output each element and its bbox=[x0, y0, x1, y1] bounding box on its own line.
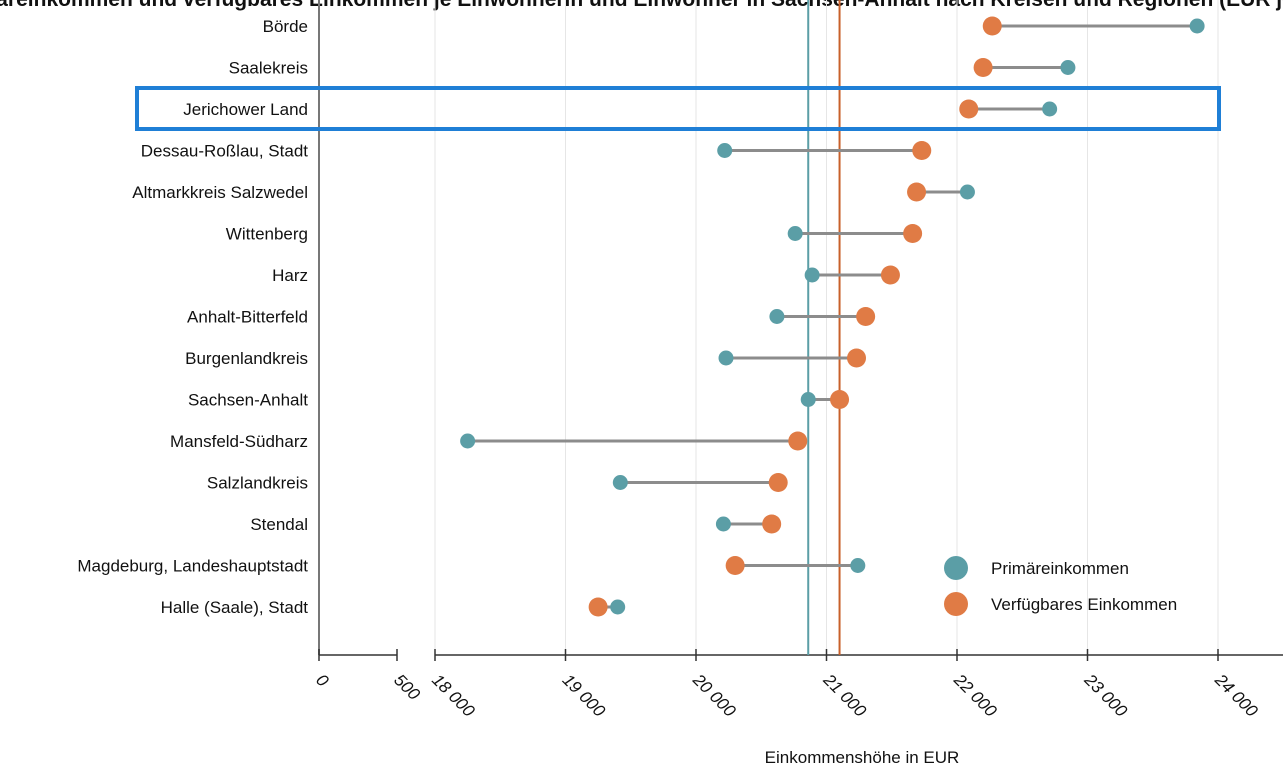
verfuegbares-einkommen-point bbox=[762, 514, 782, 534]
x-tick-labels: 0 500 18 000 19 000 20 000 21 000 22 000 23 000… bbox=[312, 649, 1262, 721]
legend-swatch bbox=[944, 592, 968, 616]
primaereinkommen-point bbox=[718, 350, 734, 366]
primaereinkommen-point bbox=[715, 516, 731, 532]
category-label: Burgenlandkreis bbox=[185, 349, 308, 368]
primaereinkommen-point bbox=[612, 475, 628, 490]
verfuegbares-einkommen-point bbox=[856, 307, 876, 326]
verfuegbares-einkommen-point bbox=[788, 431, 808, 451]
verfuegbares-einkommen-point bbox=[912, 141, 932, 160]
category-label: Wittenberg bbox=[226, 225, 308, 244]
x-tick-label: 22 000 bbox=[949, 670, 1000, 721]
legend-label: Primäreinkommen bbox=[991, 559, 1129, 578]
category-label: Anhalt-Bitterfeld bbox=[187, 308, 308, 327]
category-label: Dessau-Roßlau, Stadt bbox=[141, 142, 309, 161]
category-label: Mansfeld-Südharz bbox=[170, 432, 308, 451]
legend-swatch bbox=[944, 556, 968, 580]
data-points bbox=[460, 16, 1205, 617]
primaereinkommen-point bbox=[1042, 101, 1058, 117]
verfuegbares-einkommen-point bbox=[768, 473, 788, 492]
category-label: Börde bbox=[263, 17, 308, 36]
primaereinkommen-point bbox=[460, 433, 476, 449]
x-tick-label: 24 000 bbox=[1210, 670, 1261, 721]
chart-title: Primäreinkommen und verfügbares Einkomme… bbox=[0, 0, 1283, 11]
x-tick-label: 500 bbox=[390, 670, 424, 704]
x-tick-label: 23 000 bbox=[1080, 670, 1131, 721]
x-axis-title: Einkommenshöhe in EUR bbox=[765, 748, 960, 767]
verfuegbares-einkommen-point bbox=[847, 348, 867, 368]
verfuegbares-einkommen-point bbox=[959, 99, 979, 119]
primaereinkommen-point bbox=[1060, 60, 1076, 75]
category-label: Saalekreis bbox=[229, 59, 308, 78]
legend: Primäreinkommen Verfügbares Einkommen bbox=[944, 556, 1177, 616]
primaereinkommen-point bbox=[787, 226, 803, 241]
primaereinkommen-point bbox=[610, 599, 626, 615]
highlight-layer bbox=[135, 86, 1221, 131]
category-label: Halle (Saale), Stadt bbox=[161, 598, 309, 617]
primaereinkommen-point bbox=[804, 267, 820, 283]
connectors bbox=[467, 24, 1198, 609]
category-label: Jerichower Land bbox=[183, 100, 308, 119]
x-tick-label: 18 000 bbox=[428, 670, 479, 721]
category-label: Harz bbox=[272, 266, 308, 285]
category-label: Magdeburg, Landeshauptstadt bbox=[77, 557, 308, 576]
primaereinkommen-point bbox=[959, 184, 975, 200]
highlight-box bbox=[135, 86, 1221, 131]
primaereinkommen-point bbox=[800, 392, 816, 407]
verfuegbares-einkommen-point bbox=[907, 182, 927, 202]
x-tick-label: 0 bbox=[312, 670, 333, 691]
primaereinkommen-point bbox=[1189, 18, 1205, 34]
primaereinkommen-point bbox=[850, 558, 866, 573]
category-labels: Börde Saalekreis Jerichower Land Dessau-Roß… bbox=[77, 17, 308, 617]
x-tick-label: 19 000 bbox=[559, 670, 610, 721]
verfuegbares-einkommen-point bbox=[830, 390, 850, 409]
verfuegbares-einkommen-point bbox=[903, 224, 923, 243]
verfuegbares-einkommen-point bbox=[880, 265, 900, 285]
axes bbox=[318, 0, 1283, 656]
verfuegbares-einkommen-point bbox=[982, 16, 1002, 36]
primaereinkommen-point bbox=[717, 143, 733, 158]
x-tick-label: 20 000 bbox=[688, 670, 739, 721]
category-label: Salzlandkreis bbox=[207, 474, 308, 493]
primaereinkommen-point bbox=[769, 309, 785, 324]
category-label: Altmarkkreis Salzwedel bbox=[132, 183, 308, 202]
category-label: Stendal bbox=[250, 515, 308, 534]
category-label: Sachsen-Anhalt bbox=[188, 391, 308, 410]
verfuegbares-einkommen-point bbox=[973, 58, 993, 77]
x-tick-label: 21 000 bbox=[819, 670, 870, 721]
verfuegbares-einkommen-point bbox=[725, 556, 745, 575]
verfuegbares-einkommen-point bbox=[588, 597, 608, 617]
legend-label: Verfügbares Einkommen bbox=[991, 595, 1177, 614]
grid-lines bbox=[434, 0, 1219, 655]
reference-lines bbox=[807, 0, 841, 655]
